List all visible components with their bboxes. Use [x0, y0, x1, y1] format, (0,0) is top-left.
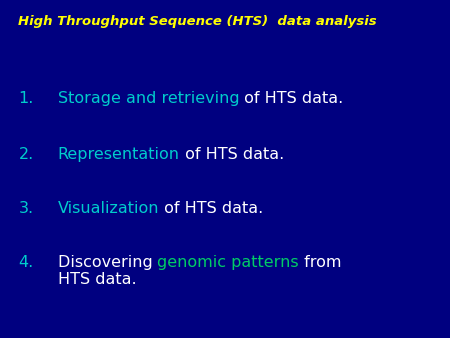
Text: 4.: 4. — [18, 255, 34, 270]
Text: Visualization: Visualization — [58, 201, 159, 216]
Text: Discovering: Discovering — [58, 255, 158, 270]
Text: 2.: 2. — [18, 147, 34, 162]
Text: Storage and retrieving: Storage and retrieving — [58, 91, 239, 106]
Text: of HTS data.: of HTS data. — [159, 201, 263, 216]
Text: of HTS data.: of HTS data. — [180, 147, 284, 162]
Text: Representation: Representation — [58, 147, 180, 162]
Text: from: from — [299, 255, 342, 270]
Text: 3.: 3. — [18, 201, 34, 216]
Text: 1.: 1. — [18, 91, 34, 106]
Text: of HTS data.: of HTS data. — [239, 91, 343, 106]
Text: High Throughput Sequence (HTS)  data analysis: High Throughput Sequence (HTS) data anal… — [18, 15, 377, 28]
Text: HTS data.: HTS data. — [58, 272, 136, 287]
Text: genomic patterns: genomic patterns — [158, 255, 299, 270]
